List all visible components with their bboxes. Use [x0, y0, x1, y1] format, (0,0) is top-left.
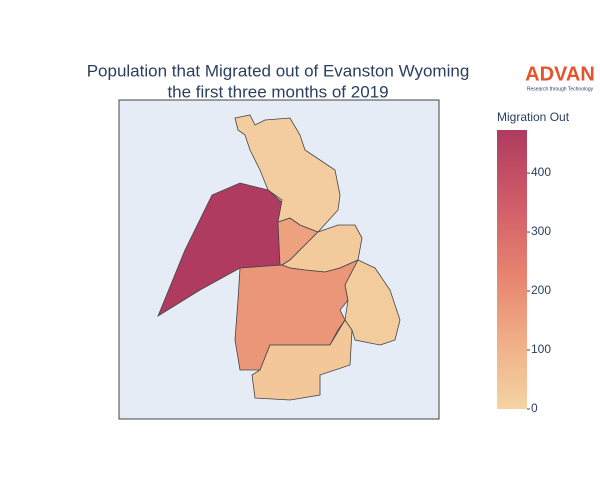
region [344, 259, 401, 346]
colorbar-tick-label: 400 [531, 165, 551, 179]
colorbar [497, 130, 527, 409]
chart-title: the first three months of 2019 [167, 82, 388, 101]
colorbar-tick-label: 200 [531, 283, 551, 297]
region [251, 319, 353, 401]
logo-tagline: Research through Technology [527, 86, 594, 92]
colorbar-tick-label: 0 [531, 401, 538, 415]
colorbar-tick-label: 300 [531, 224, 551, 238]
logo: ADVAN [525, 63, 595, 85]
region [234, 114, 341, 233]
region [234, 259, 359, 371]
colorbar-title: Migration Out [497, 110, 570, 124]
chart-title: Population that Migrated out of Evanston… [87, 61, 470, 80]
colorbar-tick-label: 100 [531, 342, 551, 356]
